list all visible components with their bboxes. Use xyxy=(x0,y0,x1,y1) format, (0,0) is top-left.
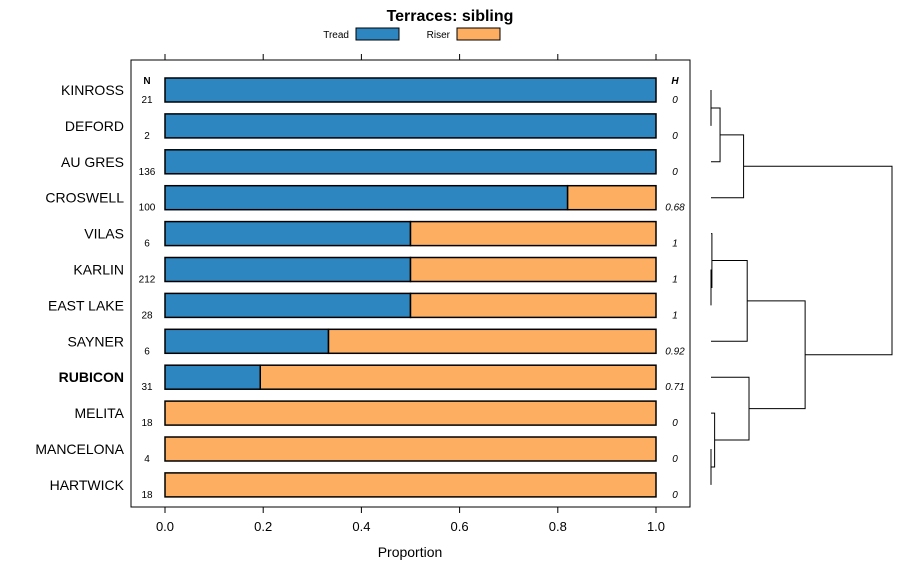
bar-segment-tread xyxy=(164,292,412,319)
bar-segment-riser xyxy=(164,436,657,462)
bar-segment-riser xyxy=(164,472,657,498)
category-label: EAST LAKE xyxy=(48,297,124,313)
h-value: 0.92 xyxy=(665,346,685,357)
category-label: MANCELONA xyxy=(35,441,124,457)
legend-swatch-tread xyxy=(355,27,400,41)
legend: Tread Riser xyxy=(323,27,501,41)
category-label: RUBICON xyxy=(59,369,124,385)
h-value: 0.68 xyxy=(665,203,685,214)
bar-row: MELITA 18 0 xyxy=(74,400,678,429)
n-value: 100 xyxy=(139,203,156,214)
bar-segment-riser xyxy=(566,184,657,211)
x-tick-label: 0.6 xyxy=(451,519,469,534)
n-value: 6 xyxy=(144,346,150,357)
bar-segment-riser xyxy=(164,400,657,426)
dendrogram-link xyxy=(711,412,716,468)
x-tick-label: 1.0 xyxy=(647,519,665,534)
bar-row: EAST LAKE 28 1 xyxy=(48,292,678,321)
h-value: 0 xyxy=(672,418,678,429)
legend-swatch-riser xyxy=(456,27,501,41)
bar-row: CROSWELL 100 0.68 xyxy=(45,184,685,214)
bar-segment-tread xyxy=(164,220,412,247)
category-label: KINROSS xyxy=(61,82,124,98)
bar-segment-riser xyxy=(327,328,657,355)
dendrogram-link xyxy=(711,376,750,441)
h-column-header: H xyxy=(671,76,679,87)
category-label: CROSWELL xyxy=(45,190,124,206)
h-value: 0 xyxy=(672,167,678,178)
legend-label-tread: Tread xyxy=(323,30,349,41)
dendrogram-link xyxy=(743,165,893,356)
plot-frame xyxy=(130,59,691,508)
dendrogram-link xyxy=(711,260,748,342)
bar-segment-tread xyxy=(164,328,330,355)
bar-row: KARLIN 212 1 xyxy=(73,256,678,286)
bar-segment-riser xyxy=(409,292,657,319)
h-value: 1 xyxy=(672,239,678,250)
h-value: 0 xyxy=(672,454,678,465)
bar-segment-riser xyxy=(259,364,657,390)
category-label: SAYNER xyxy=(67,333,124,349)
bar-segment-riser xyxy=(409,256,657,283)
h-value: 0.71 xyxy=(665,382,684,393)
bar-row: DEFORD 2 0 xyxy=(65,113,678,142)
bar-segment-tread xyxy=(164,77,657,103)
h-value: 0 xyxy=(672,131,678,142)
x-tick-label: 0.8 xyxy=(549,519,567,534)
dendrogram-link xyxy=(711,134,745,199)
category-label: VILAS xyxy=(84,226,124,242)
n-value: 18 xyxy=(141,418,153,429)
bar-row: KINROSS 21 0 xyxy=(61,77,678,106)
bar-segment-tread xyxy=(164,256,412,283)
legend-label-riser: Riser xyxy=(427,30,451,41)
category-label: DEFORD xyxy=(65,118,124,134)
bar-segment-tread xyxy=(164,364,262,390)
category-label: MELITA xyxy=(74,405,124,421)
bar-row: HARTWICK 18 0 xyxy=(50,472,678,501)
bar-row: RUBICON 31 0.71 xyxy=(59,364,685,393)
category-label: KARLIN xyxy=(73,262,124,278)
x-tick-label: 0.0 xyxy=(156,519,174,534)
n-column-header: N xyxy=(143,76,150,87)
n-value: 2 xyxy=(144,131,150,142)
n-value: 31 xyxy=(141,382,153,393)
dendrogram-link xyxy=(711,107,721,163)
h-value: 1 xyxy=(672,275,678,286)
n-value: 28 xyxy=(141,310,153,321)
x-axis-label: Proportion xyxy=(378,544,443,560)
x-tick-label: 0.2 xyxy=(254,519,272,534)
n-value: 4 xyxy=(144,454,150,465)
bar-row: SAYNER 6 0.92 xyxy=(67,328,685,357)
x-axis: 0.0 0.2 0.4 0.6 0.8 1.0 xyxy=(156,54,665,534)
dendrogram-link xyxy=(747,300,806,410)
h-value: 0 xyxy=(672,490,678,501)
bar-segment-riser xyxy=(409,220,657,247)
n-value: 212 xyxy=(139,275,156,286)
category-label: AU GRES xyxy=(61,154,124,170)
n-value: 6 xyxy=(144,239,150,250)
chart-title: Terraces: sibling xyxy=(387,8,514,25)
n-value: 18 xyxy=(141,490,153,501)
bar-segment-tread xyxy=(164,113,657,139)
bar-row: VILAS 6 1 xyxy=(84,220,678,250)
bar-segment-tread xyxy=(164,149,657,175)
x-tick-label: 0.4 xyxy=(352,519,370,534)
category-label: HARTWICK xyxy=(50,477,125,493)
h-value: 0 xyxy=(672,95,678,106)
bar-segment-tread xyxy=(164,184,569,211)
n-value: 21 xyxy=(141,95,153,106)
bar-row: AU GRES 136 0 xyxy=(61,149,678,178)
n-value: 136 xyxy=(139,167,156,178)
h-value: 1 xyxy=(672,310,678,321)
bar-row: MANCELONA 4 0 xyxy=(35,436,678,465)
dendrogram xyxy=(710,90,893,485)
